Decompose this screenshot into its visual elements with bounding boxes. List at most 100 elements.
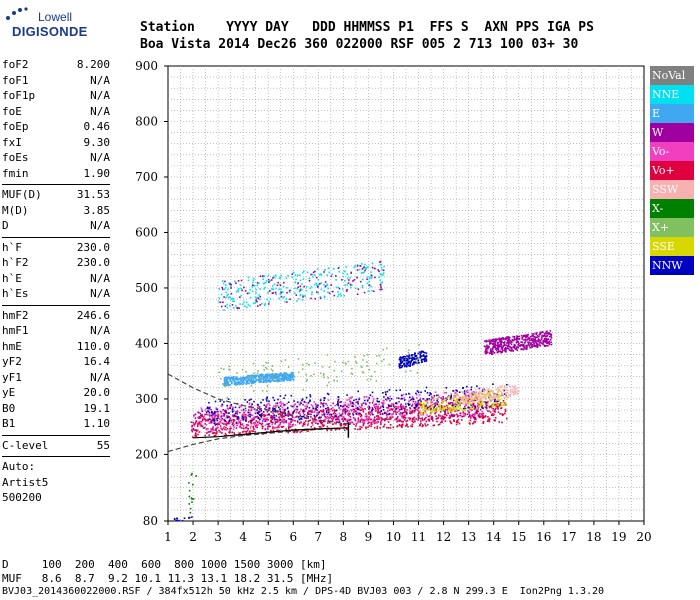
echo-point — [420, 352, 422, 354]
echo-point — [355, 398, 357, 401]
echo-point — [268, 413, 270, 415]
echo-point — [409, 410, 411, 412]
echo-point — [326, 392, 329, 395]
param-name: hmF1 — [2, 324, 29, 337]
echo-point — [483, 390, 485, 393]
echo-point — [306, 415, 308, 417]
echo-point — [349, 397, 351, 399]
echo-point — [386, 390, 389, 393]
echo-point — [265, 367, 268, 370]
echo-point — [278, 416, 280, 418]
echo-point — [228, 431, 230, 433]
echo-point — [302, 389, 305, 391]
echo-point — [357, 408, 360, 410]
echo-point — [468, 398, 471, 401]
echo-point — [296, 421, 299, 423]
echo-point — [273, 283, 276, 286]
echo-point — [463, 405, 466, 408]
echo-point — [412, 356, 414, 359]
echo-point — [326, 384, 328, 387]
echo-point — [360, 414, 363, 417]
echo-point — [489, 390, 491, 393]
echo-point — [328, 381, 330, 384]
echo-point — [491, 339, 493, 341]
echo-point — [485, 352, 488, 354]
echo-point — [484, 351, 486, 353]
echo-point — [239, 411, 241, 414]
echo-point — [272, 411, 275, 413]
echo-point — [203, 415, 206, 417]
echo-point — [362, 359, 364, 361]
echo-point — [256, 409, 258, 411]
echo-point — [479, 403, 482, 406]
echo-point — [363, 421, 365, 423]
echo-point — [470, 388, 472, 391]
y-tick-label: 400 — [135, 336, 158, 350]
echo-point — [494, 409, 496, 411]
echo-point — [413, 363, 415, 365]
echo-point — [366, 354, 369, 356]
echo-point — [505, 392, 507, 394]
echo-point — [485, 339, 488, 342]
echo-point — [379, 421, 382, 424]
echo-point — [221, 403, 224, 406]
echo-point — [451, 405, 454, 407]
echo-point — [462, 387, 465, 389]
echo-point — [273, 413, 276, 416]
echo-point — [337, 286, 339, 289]
echo-point — [228, 421, 230, 424]
echo-point — [249, 288, 252, 291]
echo-point — [391, 416, 394, 418]
echo-point — [277, 376, 279, 378]
echo-point — [331, 416, 334, 418]
echo-point — [277, 421, 279, 423]
echo-point — [176, 517, 178, 520]
echo-point — [531, 335, 533, 337]
echo-point — [380, 423, 382, 425]
echo-point — [441, 420, 443, 422]
echo-point — [315, 409, 317, 411]
echo-point — [237, 422, 240, 425]
echo-point — [470, 391, 472, 394]
echo-point — [249, 406, 251, 409]
echo-point — [324, 269, 326, 271]
echo-point — [223, 423, 225, 425]
echo-point — [383, 358, 385, 361]
echo-point — [226, 415, 228, 417]
echo-point — [453, 395, 456, 397]
echo-point — [326, 274, 328, 276]
echo-point — [538, 342, 541, 344]
echo-point — [307, 413, 309, 415]
param-value: 0.46 — [83, 120, 111, 133]
echo-point — [215, 407, 217, 409]
echo-point — [279, 377, 281, 380]
echo-point — [391, 413, 393, 416]
echo-point — [237, 290, 240, 293]
echo-point — [372, 404, 375, 407]
echo-point — [278, 375, 280, 377]
echo-point — [461, 396, 464, 398]
echo-point — [363, 396, 366, 398]
echo-point — [262, 420, 264, 422]
echo-point — [349, 276, 351, 279]
echo-point — [423, 418, 426, 421]
echo-point — [411, 425, 413, 428]
param-name: foE — [2, 104, 22, 118]
echo-point — [234, 280, 236, 283]
echo-point — [393, 406, 396, 409]
echo-point — [238, 307, 240, 309]
echo-point — [303, 270, 305, 273]
echo-point — [311, 275, 314, 278]
echo-point — [191, 498, 193, 500]
echo-point — [344, 411, 347, 413]
echo-point — [276, 404, 278, 407]
echo-point — [513, 346, 516, 348]
echo-point — [276, 429, 278, 432]
echo-point — [384, 391, 387, 393]
echo-point — [262, 413, 265, 416]
echo-point — [253, 408, 256, 410]
echo-point — [195, 435, 197, 437]
echo-point — [423, 404, 426, 406]
echo-point — [223, 414, 225, 416]
echo-point — [282, 285, 285, 288]
